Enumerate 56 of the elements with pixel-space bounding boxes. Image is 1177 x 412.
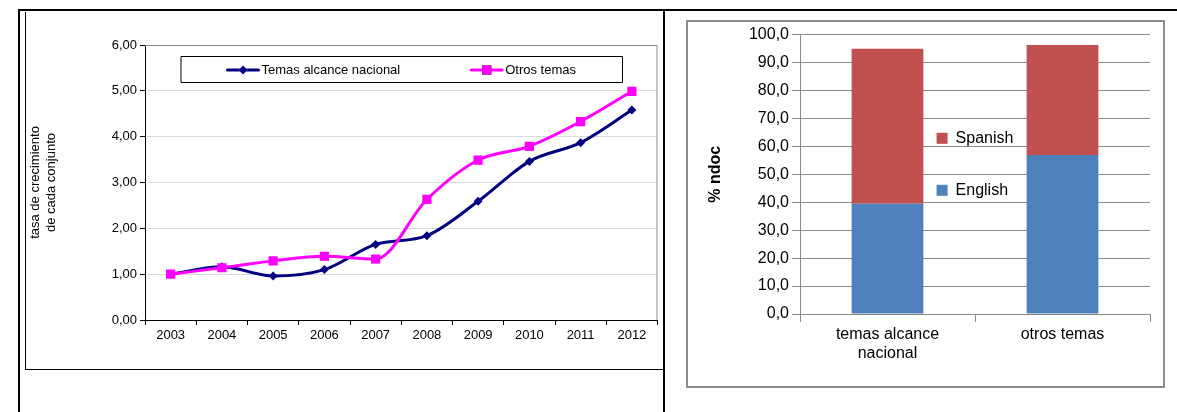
x-tick-label: 2011 bbox=[566, 327, 595, 343]
x-tick-label: 2012 bbox=[617, 327, 647, 343]
y-tick-label: 90,0 bbox=[757, 52, 790, 70]
point bbox=[319, 251, 329, 261]
x-tick-label: otros temas bbox=[1020, 325, 1105, 343]
x-tick-label: temas alcance nacional bbox=[835, 325, 940, 362]
y-tick-label: 2,00 bbox=[111, 219, 137, 235]
point bbox=[268, 271, 278, 281]
y-tick-label: 3,00 bbox=[111, 174, 137, 190]
bar bbox=[851, 203, 924, 314]
y-tick-label: 5,00 bbox=[111, 82, 137, 98]
y-tick-label: 40,0 bbox=[757, 192, 790, 210]
y-tick-label: 1,00 bbox=[111, 265, 137, 281]
y-axis-title: % ndoc bbox=[706, 145, 724, 203]
y-tick-label: 100,0 bbox=[748, 25, 790, 43]
point bbox=[524, 156, 534, 166]
legend-label: English bbox=[955, 180, 1009, 198]
bar bbox=[1026, 155, 1099, 314]
point bbox=[627, 105, 637, 115]
y-axis-title: tasa de crecimiento de cada conjunto bbox=[27, 126, 58, 239]
y-tick-label: 0,0 bbox=[766, 304, 790, 322]
x-tick-label: 2007 bbox=[361, 327, 391, 343]
x-tick-label: 2006 bbox=[309, 327, 339, 343]
x-tick-label: 2008 bbox=[412, 327, 442, 343]
legend-label: Temas alcance nacional bbox=[261, 61, 401, 77]
x-tick-label: 2005 bbox=[258, 327, 288, 343]
y-tick-label: 0,00 bbox=[111, 311, 137, 327]
point bbox=[422, 194, 432, 205]
x-tick-label: 2009 bbox=[463, 327, 493, 343]
point bbox=[576, 138, 586, 148]
y-tick-label: 4,00 bbox=[111, 128, 137, 144]
y-tick-label: 50,0 bbox=[757, 164, 790, 182]
point bbox=[371, 254, 381, 264]
point bbox=[524, 141, 534, 151]
y-tick-label: 10,0 bbox=[757, 276, 790, 294]
y-tick-label: 60,0 bbox=[757, 136, 790, 154]
point bbox=[576, 116, 586, 127]
y-tick-label: 30,0 bbox=[757, 220, 790, 238]
point bbox=[627, 86, 637, 96]
legend-label: Otros temas bbox=[505, 61, 577, 77]
x-tick-label: 2010 bbox=[514, 327, 544, 343]
y-tick-label: 6,00 bbox=[111, 36, 137, 52]
bar bbox=[851, 48, 924, 204]
y-tick-label: 70,0 bbox=[757, 108, 790, 126]
x-tick-label: 2004 bbox=[207, 327, 237, 343]
y-tick-label: 80,0 bbox=[757, 80, 790, 98]
point bbox=[371, 239, 381, 249]
point bbox=[268, 256, 278, 266]
point bbox=[473, 196, 483, 206]
point bbox=[473, 155, 483, 165]
bar bbox=[1026, 44, 1099, 156]
y-tick-label: 20,0 bbox=[757, 248, 790, 266]
legend-label: Spanish bbox=[955, 128, 1014, 146]
point bbox=[422, 231, 432, 241]
x-tick-label: 2003 bbox=[156, 327, 186, 343]
point bbox=[319, 265, 329, 275]
